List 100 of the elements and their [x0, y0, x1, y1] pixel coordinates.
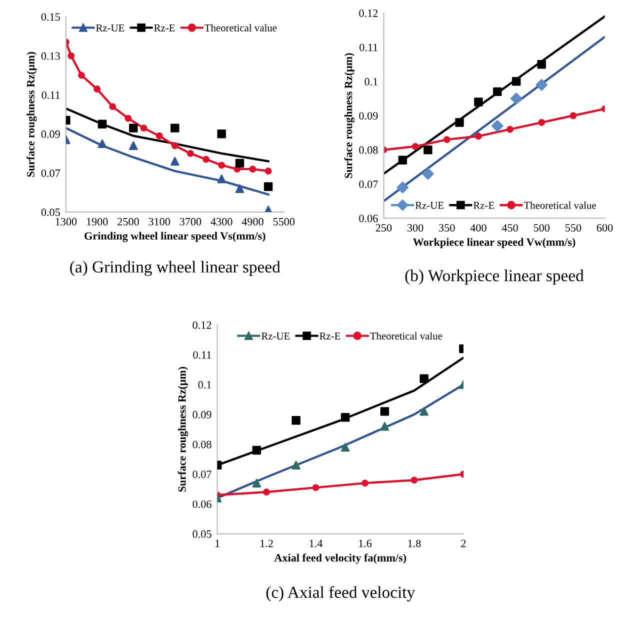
- point: [493, 87, 502, 96]
- y-tick-label: 0.07: [41, 169, 60, 177]
- x-tick-label: 600: [596, 224, 613, 232]
- point: [171, 142, 178, 150]
- point: [538, 119, 546, 126]
- point: [362, 480, 368, 487]
- y-tick-label: 0.1: [198, 381, 212, 389]
- y-tick-label: 0.09: [41, 130, 60, 138]
- y-axis-title: Surface roughness Rz(μm): [26, 52, 37, 177]
- y-tick-label: 0.11: [193, 351, 212, 359]
- y-tick-label: 0.09: [359, 112, 378, 120]
- x-tick-label: 4900: [242, 218, 264, 226]
- x-tick-label: 450: [502, 224, 518, 232]
- point: [170, 156, 180, 166]
- y-tick-label: 0.07: [192, 470, 212, 478]
- x-tick-label: 3100: [148, 218, 170, 226]
- point: [410, 476, 418, 484]
- x-tick-label: 1900: [86, 218, 108, 226]
- legend-label: Rz-UE: [415, 202, 444, 209]
- point: [398, 156, 408, 164]
- point: [217, 174, 226, 184]
- x-tick-label: 350: [439, 224, 455, 232]
- point: [249, 166, 256, 173]
- point: [124, 114, 132, 122]
- point: [94, 86, 101, 92]
- x-tick-label: 3700: [180, 218, 202, 226]
- x-tick-label: 1.8: [408, 540, 421, 548]
- x-tick-label: 400: [470, 224, 486, 232]
- point: [235, 158, 244, 168]
- y-axis-title: Surface roughness Rz(μm): [178, 366, 188, 492]
- x-tick-label: 5500: [273, 218, 295, 226]
- point: [217, 130, 226, 138]
- y-tick-label: 0.07: [359, 180, 378, 188]
- point: [170, 124, 180, 132]
- y-tick-label: 0.08: [192, 440, 212, 448]
- y-tick-label: 0.11: [360, 44, 378, 52]
- y-tick-label: 0.11: [42, 91, 60, 99]
- point: [140, 124, 148, 132]
- point: [235, 184, 244, 193]
- x-axis-title: Workpiece linear speed Vw(mm/s): [412, 238, 576, 248]
- point: [536, 78, 548, 91]
- y-axis-title: Surface roughness Rz(μm): [344, 53, 355, 178]
- y-tick-label: 0.15: [41, 13, 60, 21]
- point: [396, 182, 409, 194]
- point: [506, 126, 514, 133]
- point: [98, 139, 107, 148]
- point: [455, 118, 464, 127]
- point: [492, 120, 504, 132]
- y-tick-label: 0.06: [192, 500, 212, 508]
- point: [218, 162, 226, 169]
- point: [292, 416, 300, 425]
- point: [109, 103, 116, 110]
- x-tick-label: 250: [376, 224, 392, 232]
- point: [422, 168, 434, 180]
- x-axis-title: Grinding wheel linear speed Vs(mm/s): [84, 232, 266, 242]
- y-tick-label: 0.05: [192, 530, 212, 538]
- point: [380, 407, 390, 416]
- point: [263, 488, 270, 496]
- x-tick-label: 2: [461, 540, 466, 548]
- text: (a) Grinding wheel linear speed: [70, 260, 280, 276]
- y-tick-label: 0.09: [192, 410, 212, 418]
- point: [443, 136, 450, 144]
- legend-label: Theoretical value: [524, 202, 596, 209]
- y-tick-label: 0.12: [359, 9, 378, 18]
- point: [340, 442, 350, 452]
- x-tick-label: 500: [534, 224, 550, 232]
- y-tick-label: 0.1: [364, 78, 378, 86]
- point: [252, 478, 262, 488]
- x-tick-label: 1.2: [260, 540, 273, 548]
- point: [78, 72, 85, 79]
- legend-label: Theoretical value: [370, 332, 442, 340]
- point: [68, 52, 75, 60]
- x-axis-title: Axial feed velocity fa(mm/s): [274, 554, 406, 564]
- point: [424, 145, 432, 154]
- point: [412, 142, 419, 150]
- point: [474, 98, 483, 106]
- y-tick-label: 0.13: [41, 52, 60, 60]
- point: [252, 446, 262, 455]
- legend-label: Rz-E: [320, 332, 340, 340]
- point: [129, 124, 138, 132]
- x-tick-label: 550: [565, 224, 582, 232]
- point: [340, 413, 350, 422]
- x-tick-label: 1.4: [310, 540, 323, 548]
- point: [312, 484, 320, 492]
- legend-label: Rz-UE: [96, 24, 124, 32]
- legend-label: Rz-E: [154, 24, 175, 32]
- point: [420, 374, 428, 383]
- point: [264, 168, 272, 174]
- legend-label: Theoretical value: [204, 24, 277, 32]
- point: [156, 132, 163, 140]
- point: [98, 120, 107, 129]
- x-tick-label: 1: [215, 540, 220, 548]
- legend-label: Rz-E: [473, 202, 494, 209]
- point: [202, 156, 210, 163]
- y-tick-label: 0.12: [192, 321, 212, 329]
- x-tick-label: 4300: [210, 218, 232, 226]
- y-tick-label: 0.08: [359, 146, 378, 154]
- text: (b) Workpiece linear speed: [405, 270, 584, 285]
- x-tick-label: 1300: [56, 218, 77, 226]
- point: [510, 92, 522, 104]
